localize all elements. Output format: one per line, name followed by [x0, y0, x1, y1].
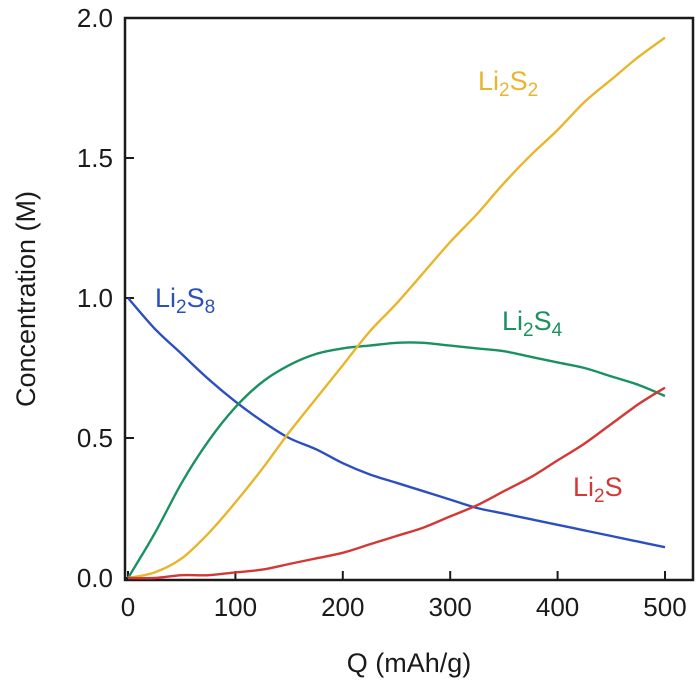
series-label-li2s4: Li2S4: [502, 306, 563, 341]
series-label-li2s2: Li2S2: [478, 66, 538, 101]
series-labels: Li2S8 Li2S4 Li2S2 Li2S: [155, 66, 623, 507]
y-tick-label: 1.0: [77, 283, 113, 313]
y-tick-label: 1.5: [77, 143, 113, 173]
series-label-li2s8: Li2S8: [155, 283, 215, 318]
series-label-li2s: Li2S: [573, 472, 623, 507]
x-tick-label: 500: [643, 592, 686, 622]
x-tick-label: 400: [536, 592, 579, 622]
y-tick-label: 0.5: [77, 423, 113, 453]
x-tick-label: 100: [214, 592, 257, 622]
series-line-li2s: [127, 386, 666, 580]
series-line-li2s2: [127, 36, 666, 580]
x-axis-label: Q (mAh/g): [347, 648, 472, 678]
x-tick-label: 200: [321, 592, 364, 622]
series-line-li2s4: [126, 341, 666, 579]
series-line-li2s8: [127, 297, 666, 549]
series-lines: [126, 36, 666, 580]
y-tick-label: 0.0: [77, 563, 113, 593]
y-axis-label: Concentration (M): [11, 191, 41, 407]
y-tick-label: 2.0: [77, 3, 113, 33]
axis-ticks: 0 100 200 300 400 500 0.0 0.5 1.0 1.5 2.0: [77, 3, 687, 622]
x-tick-label: 300: [429, 592, 472, 622]
x-tick-label: 0: [121, 592, 135, 622]
